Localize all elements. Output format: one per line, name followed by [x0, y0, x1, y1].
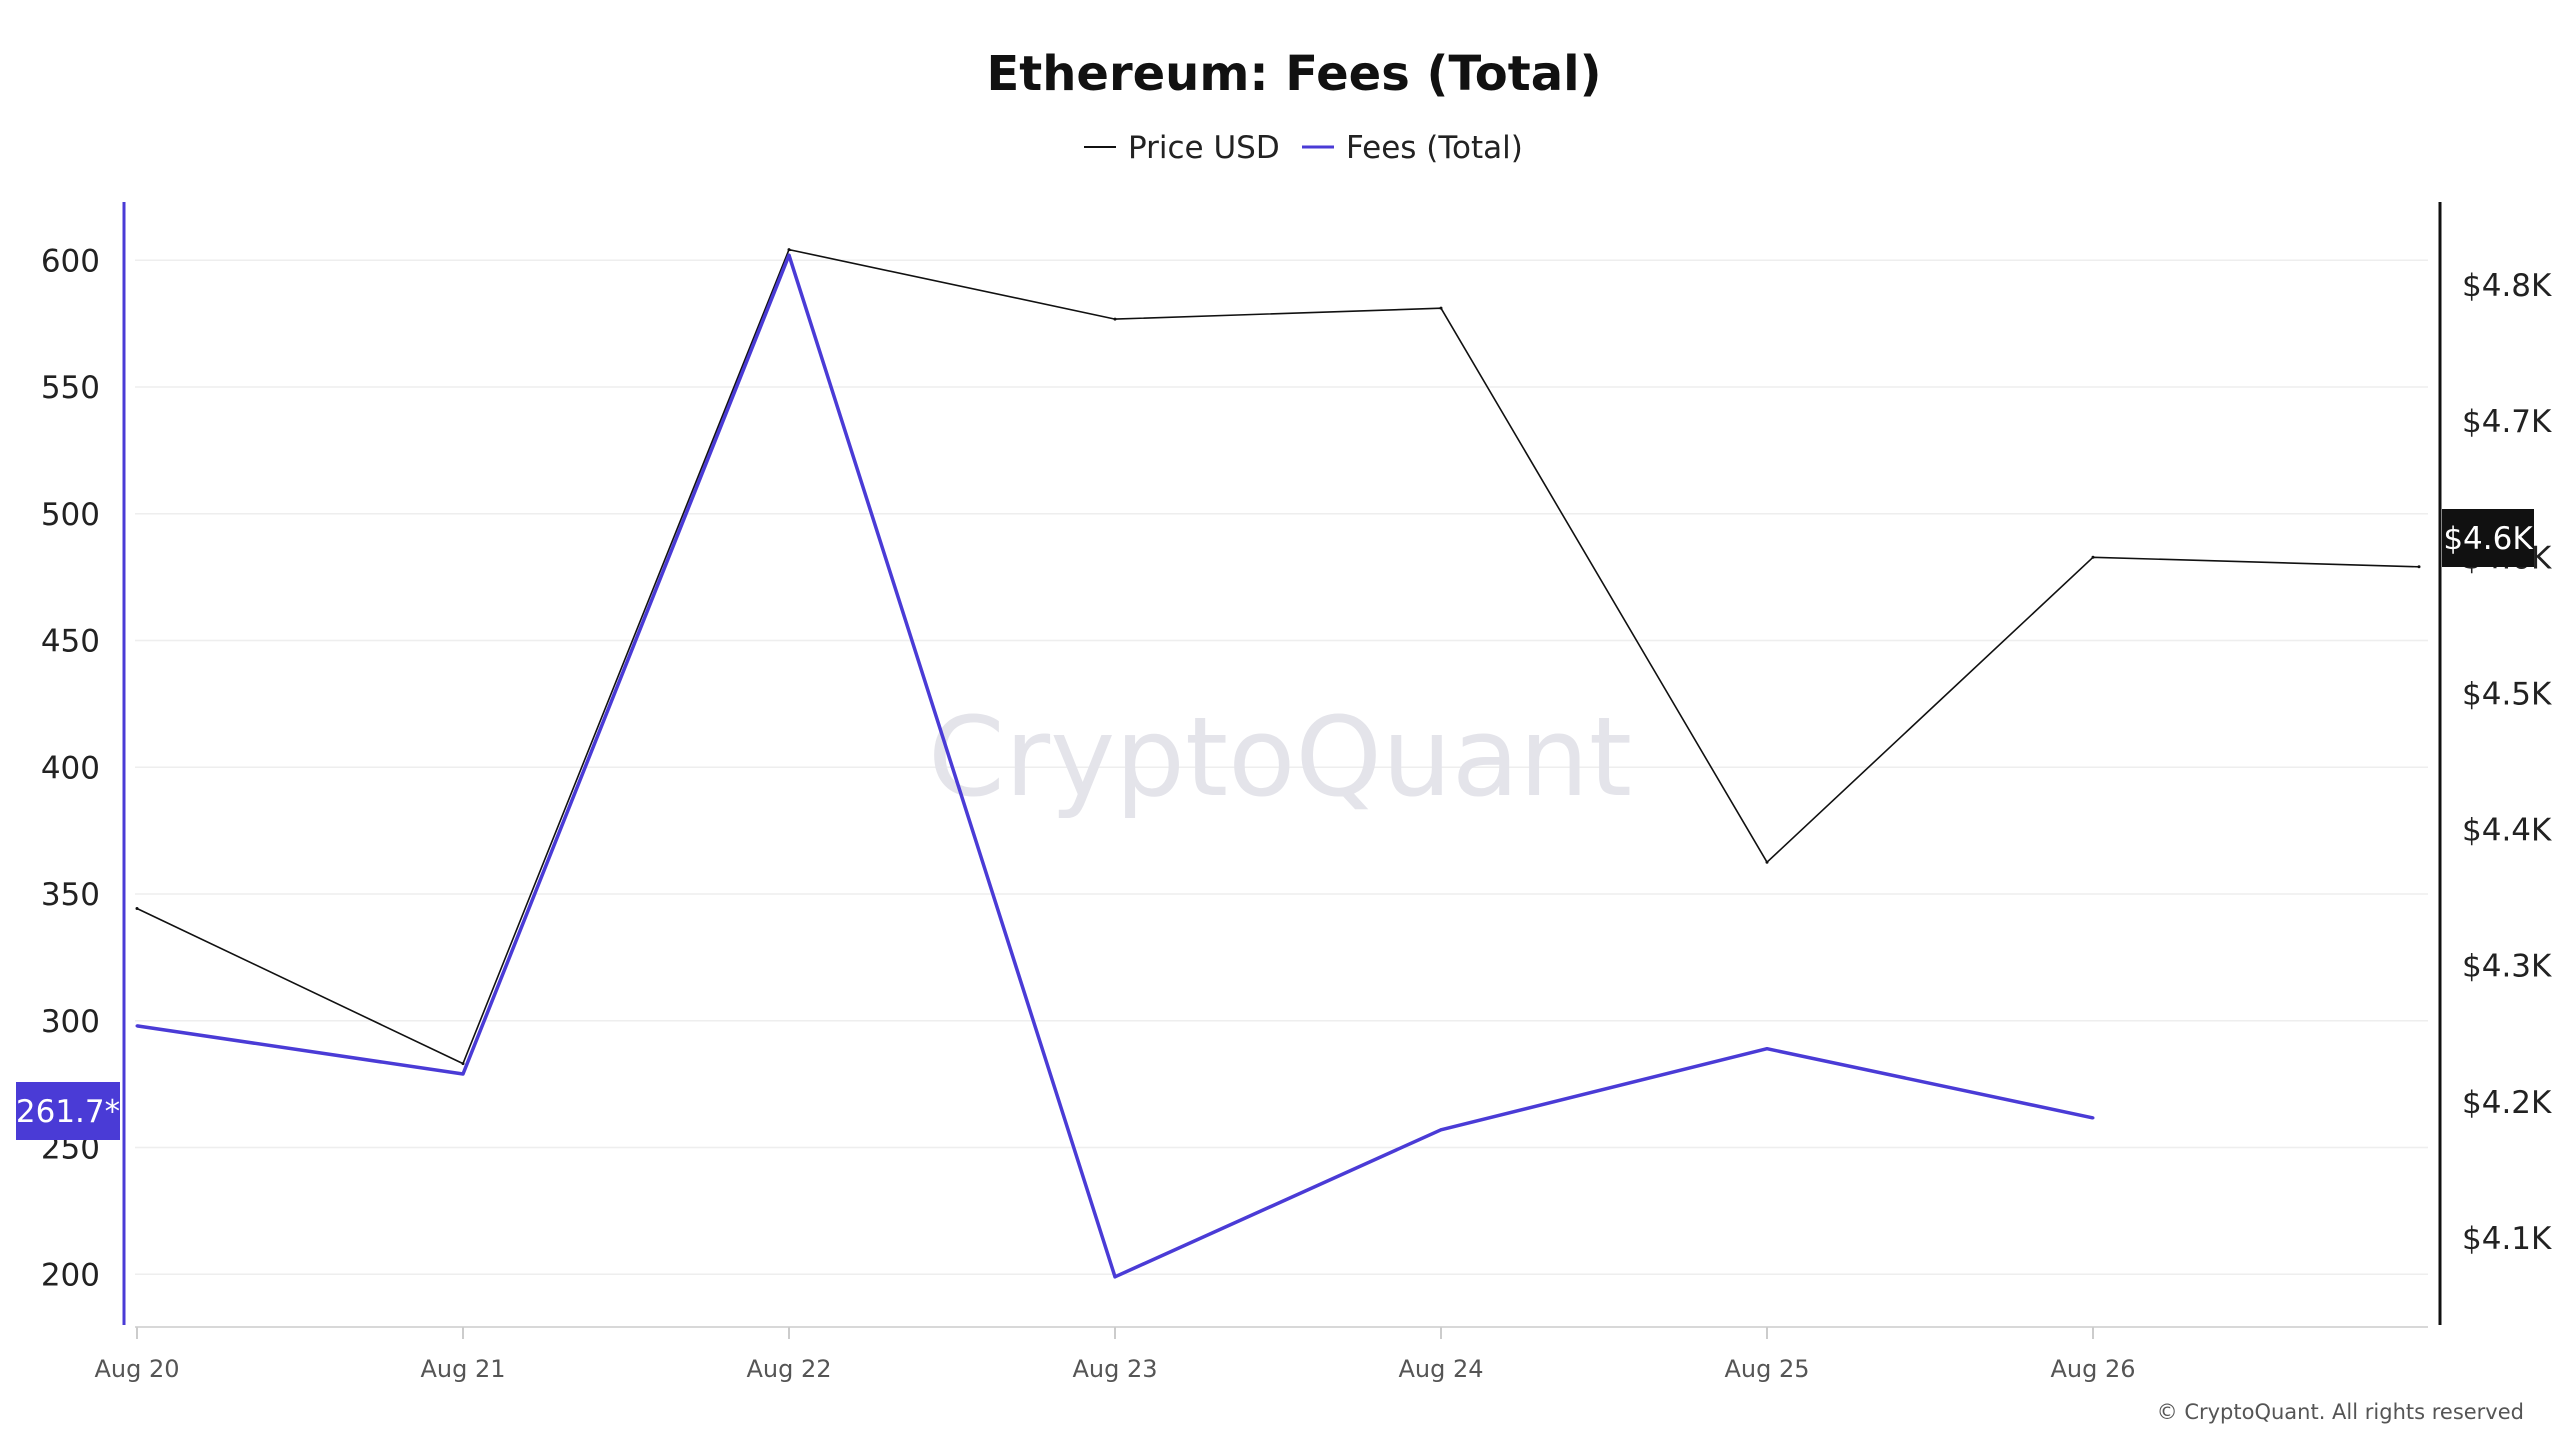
left-tick-label: 450: [41, 624, 100, 660]
right-tick-label: $4.4K: [2462, 813, 2552, 849]
right-tick-label: $4.3K: [2462, 949, 2552, 985]
left-tick-label: 200: [41, 1257, 100, 1293]
fees-point: [2091, 1116, 2095, 1120]
price-point: [135, 906, 139, 910]
price-badge-label: $4.6K: [2443, 521, 2533, 557]
price-point: [2417, 565, 2421, 569]
fees-badge-bg: [16, 1082, 120, 1140]
x-tick-label: Aug 24: [1398, 1355, 1483, 1383]
right-y-axis: $4.1K $4.2K $4.3K $4.4K $4.5K $4.6K $4.7K $4.8K: [2438, 202, 2552, 1325]
right-tick-labels: $4.1K$4.2K$4.3K$4.4K$4.5K$4.6K$4.7K$4.8K: [2462, 268, 2552, 1257]
x-tick-label: Aug 26: [2050, 1355, 2135, 1383]
price-point: [461, 1062, 465, 1066]
left-tick-label: 400: [41, 750, 100, 786]
x-tick-label: Aug 20: [94, 1355, 179, 1383]
legend[interactable]: Price USD Fees (Total): [1084, 130, 1523, 166]
price-point: [1765, 860, 1769, 864]
x-axis: Aug 20 Aug 21 Aug 22 Aug 23 Aug 24 Aug 25 Aug …: [94, 1326, 2428, 1383]
watermark: CryptoQuant: [928, 693, 1632, 821]
price-current-badge: $4.6K: [2442, 509, 2534, 567]
left-tick-label: 300: [41, 1004, 100, 1040]
left-tick-label: 600: [41, 243, 100, 279]
left-tick-label: 550: [41, 370, 100, 406]
price-point: [1113, 317, 1117, 321]
x-tick-label: Aug 21: [420, 1355, 505, 1383]
right-tick-label: $4.1K: [2462, 1221, 2552, 1257]
x-tick-label: Aug 22: [746, 1355, 831, 1383]
x-tick-labels: Aug 20 Aug 21 Aug 22 Aug 23 Aug 24 Aug 25 Aug …: [94, 1327, 2136, 1383]
fees-badge-label: 261.7*: [16, 1094, 120, 1130]
series: [135, 248, 2421, 1279]
right-tick-label: $4.2K: [2462, 1085, 2552, 1121]
price-point: [1439, 306, 1443, 310]
left-tick-label: 500: [41, 497, 100, 533]
price-badge-bg: [2442, 509, 2534, 567]
legend-label-price: Price USD: [1128, 130, 1280, 166]
chart-title: Ethereum: Fees (Total): [986, 46, 1601, 102]
right-tick-label: $4.8K: [2462, 268, 2552, 304]
price-point: [787, 248, 791, 252]
copyright-credit: © CryptoQuant. All rights reserved: [2157, 1400, 2524, 1424]
right-tick-label: $4.5K: [2462, 676, 2552, 712]
fees-point: [787, 253, 791, 257]
legend-item-fees[interactable]: Fees (Total): [1302, 130, 1523, 166]
fees-current-badge: 261.7*: [16, 1082, 120, 1140]
fees-point: [1113, 1275, 1117, 1279]
price-series-line: [136, 248, 2420, 1065]
fees-point: [135, 1024, 139, 1028]
left-tick-label: 350: [41, 877, 100, 913]
x-tick-label: Aug 25: [1724, 1355, 1809, 1383]
fees-point: [461, 1072, 465, 1076]
legend-item-price[interactable]: Price USD: [1084, 130, 1280, 166]
grid-lines: [135, 259, 2428, 1276]
x-tick-label: Aug 23: [1072, 1355, 1157, 1383]
fees-point: [1765, 1047, 1769, 1051]
legend-label-fees: Fees (Total): [1346, 130, 1523, 166]
price-point: [2091, 555, 2095, 559]
fees-point: [1439, 1128, 1443, 1132]
right-tick-label: $4.7K: [2462, 404, 2552, 440]
